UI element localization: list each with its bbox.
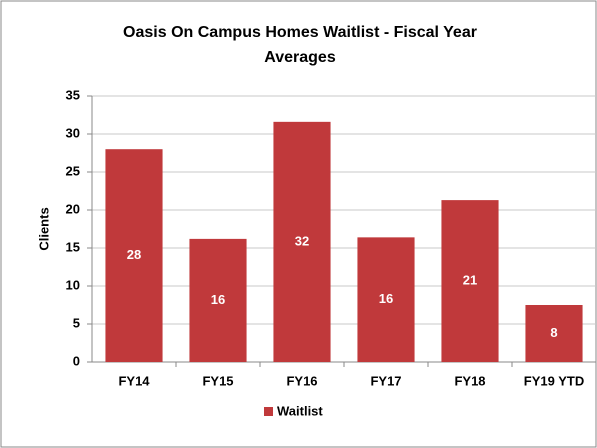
data-label: 32 (295, 233, 309, 248)
bar (273, 121, 331, 362)
y-tick-label: 35 (66, 87, 80, 102)
y-tick-label: 20 (66, 201, 80, 216)
chart-title: Oasis On Campus Homes Waitlist - Fiscal … (123, 24, 477, 66)
data-label: 28 (127, 247, 141, 262)
x-tick-label: FY15 (202, 373, 233, 388)
y-tick-label: 15 (66, 239, 80, 254)
legend-swatch (264, 407, 273, 416)
y-tick-label: 10 (66, 277, 80, 292)
y-tick-label: 30 (66, 125, 80, 140)
x-tick-label: FY14 (118, 373, 150, 388)
y-tick-label: 5 (73, 315, 80, 330)
data-label: 16 (379, 291, 393, 306)
bar (525, 305, 583, 362)
legend-label: Waitlist (277, 403, 323, 418)
bar (189, 238, 247, 362)
y-axis-label: Clients (36, 207, 51, 250)
y-tick-label: 25 (66, 163, 80, 178)
x-tick-label: FY18 (454, 373, 485, 388)
x-tick-label: FY16 (286, 373, 317, 388)
bar (357, 237, 415, 362)
data-label: 16 (211, 292, 225, 307)
data-label: 8 (550, 325, 557, 340)
x-tick-label: FY19 YTD (524, 373, 584, 388)
bar (441, 200, 499, 362)
x-tick-label: FY17 (370, 373, 401, 388)
bar (105, 149, 163, 362)
y-tick-label: 0 (73, 353, 80, 368)
data-label: 21 (463, 272, 477, 287)
